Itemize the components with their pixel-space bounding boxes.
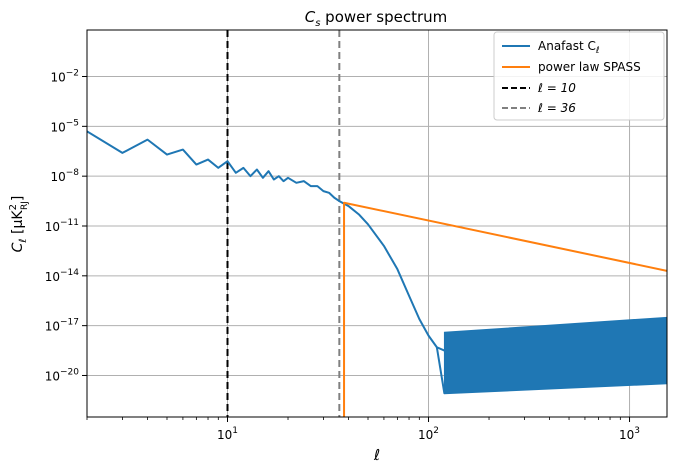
legend-label-ell-10: ℓ = 10: [537, 81, 576, 95]
chart-title: Cs power spectrum: [305, 8, 448, 29]
x-tick-label: 103: [619, 426, 640, 442]
y-axis-ticks: 10−2 10−5 10−8 10−11 10−14 10−17 10−20: [45, 69, 87, 383]
legend-label-anafast: Anafast Cℓ: [538, 39, 600, 56]
y-tick-label: 10−17: [45, 318, 79, 334]
reference-lines: [226, 30, 341, 417]
legend-label-power-law: power law SPASS: [538, 60, 641, 74]
legend-label-ell-36: ℓ = 36: [537, 101, 576, 115]
series-anafast-line: [87, 130, 667, 352]
x-tick-label: 102: [418, 426, 439, 442]
legend-box: [493, 31, 665, 121]
anafast-noise-band: [443, 316, 667, 395]
y-tick-label: 10−11: [45, 218, 79, 234]
series-power-law-line: [343, 201, 667, 417]
y-axis-label: Cℓ [μK2RJ]: [8, 196, 30, 253]
anafast-noise-edge: [435, 347, 446, 394]
y-tick-label: 10−2: [50, 69, 79, 85]
plot-frame: [86, 29, 668, 418]
y-tick-label: 10−14: [45, 268, 80, 284]
legend: Anafast Cℓ power law SPASS ℓ = 10 ℓ = 36: [493, 31, 665, 121]
y-tick-label: 10−8: [50, 168, 79, 184]
x-axis-label: ℓ: [373, 446, 380, 464]
x-tick-label: 101: [217, 426, 238, 442]
y-tick-label: 10−20: [45, 367, 80, 383]
series-layer: [87, 130, 667, 417]
x-axis-ticks: 101 102 103: [86, 417, 640, 442]
y-tick-label: 10−5: [50, 118, 79, 134]
